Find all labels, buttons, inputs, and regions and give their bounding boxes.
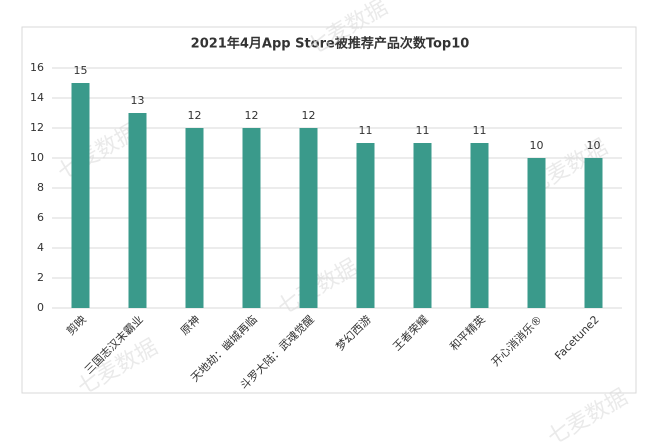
value-label: 12	[188, 109, 202, 122]
value-label: 12	[302, 109, 316, 122]
value-label: 12	[245, 109, 259, 122]
watermark: 七麦数据	[544, 385, 633, 447]
value-label: 11	[473, 124, 487, 137]
y-tick-label: 14	[30, 91, 44, 104]
y-tick-label: 4	[37, 241, 44, 254]
value-label: 11	[416, 124, 430, 137]
value-label: 10	[530, 139, 544, 152]
value-label: 11	[359, 124, 373, 137]
y-tick-label: 16	[30, 61, 44, 74]
y-tick-label: 12	[30, 121, 44, 134]
value-label: 13	[131, 94, 145, 107]
value-label: 10	[587, 139, 601, 152]
bar	[584, 158, 603, 308]
y-tick-label: 2	[37, 271, 44, 284]
bar	[71, 83, 90, 308]
y-tick-label: 6	[37, 211, 44, 224]
bar	[185, 128, 204, 308]
bar	[299, 128, 318, 308]
y-tick-label: 8	[37, 181, 44, 194]
y-tick-label: 10	[30, 151, 44, 164]
bar	[128, 113, 147, 308]
chart-title: 2021年4月App Store被推荐产品次数Top10	[191, 36, 470, 52]
bar	[242, 128, 261, 308]
bar	[356, 143, 375, 308]
value-label: 15	[74, 64, 88, 77]
bar	[527, 158, 546, 308]
bar	[413, 143, 432, 308]
y-tick-label: 0	[37, 301, 44, 314]
bar	[470, 143, 489, 308]
